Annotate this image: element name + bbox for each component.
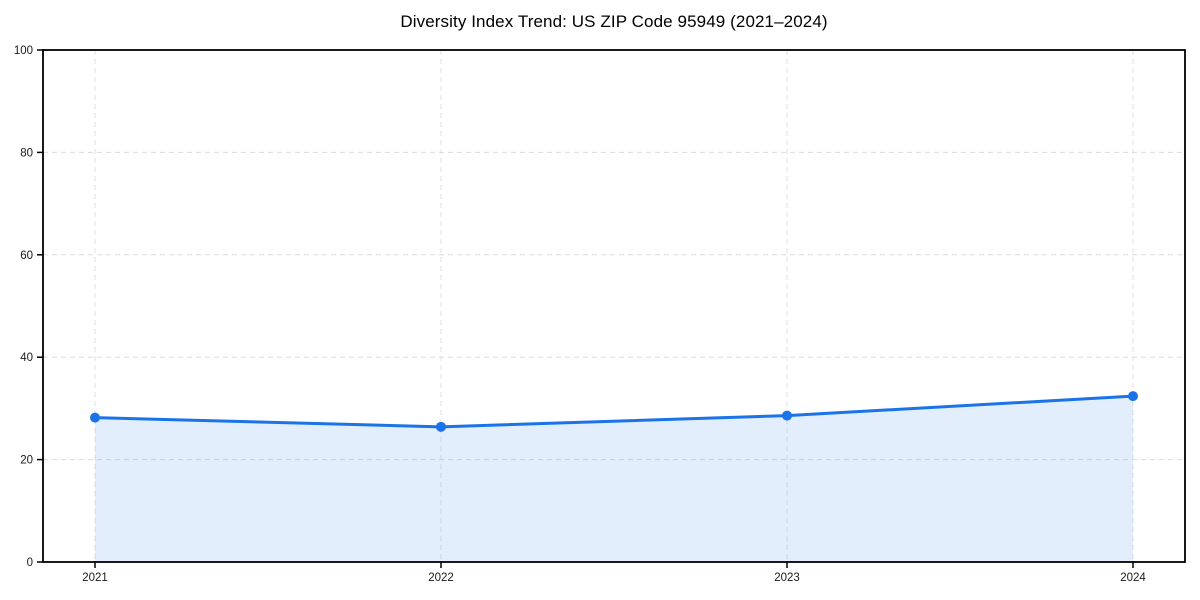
y-tick-label: 40 xyxy=(20,352,33,364)
x-tick-label: 2021 xyxy=(82,572,108,584)
x-tick-label: 2023 xyxy=(774,572,800,584)
y-tick-label: 20 xyxy=(20,455,33,467)
data-point xyxy=(1128,391,1138,402)
area-fill xyxy=(95,396,1133,562)
y-tick-label: 60 xyxy=(20,250,33,262)
data-point xyxy=(90,412,100,423)
data-point xyxy=(436,421,446,432)
plot-border xyxy=(42,49,1186,563)
y-tick-label: 100 xyxy=(14,45,33,57)
data-point xyxy=(782,410,792,421)
chart-title: Diversity Index Trend: US ZIP Code 95949… xyxy=(400,12,828,31)
y-tick-label: 0 xyxy=(27,557,33,569)
x-tick-label: 2022 xyxy=(428,572,454,584)
x-tick-label: 2024 xyxy=(1120,572,1146,584)
y-tick-label: 80 xyxy=(20,147,33,159)
trend-line xyxy=(93,394,1135,429)
